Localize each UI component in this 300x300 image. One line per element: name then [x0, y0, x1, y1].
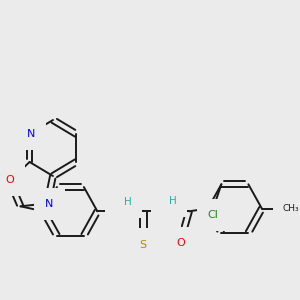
Text: O: O	[176, 238, 185, 248]
Text: S: S	[140, 239, 147, 250]
Text: Cl: Cl	[208, 210, 219, 220]
Text: CH₃: CH₃	[282, 204, 299, 213]
Text: N: N	[26, 129, 35, 139]
Text: N: N	[116, 206, 124, 216]
Text: N: N	[162, 206, 170, 216]
Text: H: H	[169, 196, 177, 206]
Text: O: O	[5, 175, 14, 185]
Text: N: N	[45, 200, 53, 209]
Text: H: H	[124, 197, 132, 207]
